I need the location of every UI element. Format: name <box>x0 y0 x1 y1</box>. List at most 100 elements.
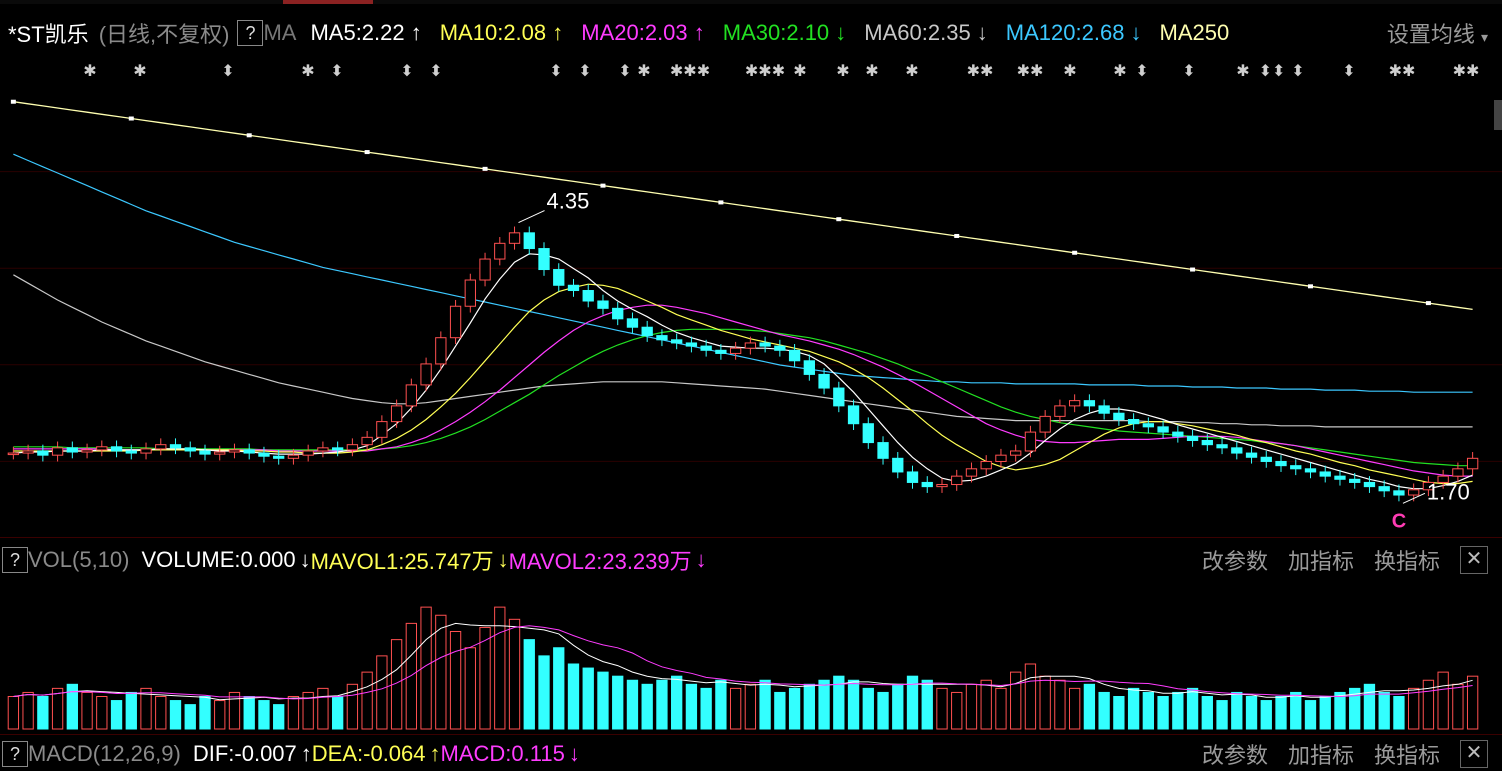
vol-help-button[interactable]: ? <box>2 547 28 573</box>
event-marker-icon[interactable]: ✱ <box>637 63 650 80</box>
candle <box>995 454 1007 462</box>
event-marker-icon[interactable]: ✱ <box>1113 63 1126 80</box>
help-button[interactable]: ? <box>237 20 264 46</box>
macd-add-indicator-button[interactable]: 加指标 <box>1287 743 1354 768</box>
high-pointer <box>518 210 545 223</box>
candle <box>523 232 535 250</box>
ma120-line <box>13 153 1473 393</box>
macd-header: ? MACD(12,26,9) DIF:-0.007 ↑ DEA:-0.064 … <box>0 737 1502 771</box>
set-ma-button[interactable]: 设置均线 ▾ <box>1382 17 1488 49</box>
event-marker-icon[interactable]: ⬍ <box>578 63 591 80</box>
volume-bar <box>1186 687 1199 730</box>
event-marker-icon[interactable]: ⬍ <box>549 63 562 80</box>
event-marker-icon[interactable]: ✱ <box>133 63 146 80</box>
volume-bar <box>1010 671 1022 730</box>
ma-item-3: MA30:2.10 ↓ <box>722 20 847 45</box>
event-marker-icon[interactable]: ✱ <box>301 63 314 80</box>
volume-bar <box>228 691 241 730</box>
event-marker-icon[interactable]: ✱ <box>793 63 806 80</box>
candle <box>1304 468 1317 473</box>
macd-switch-indicator-button[interactable]: 换指标 <box>1373 743 1440 768</box>
switch-indicator-button[interactable]: 换指标 <box>1373 549 1440 574</box>
volume-bar <box>774 691 786 730</box>
event-marker-icon[interactable]: ⬍ <box>1291 63 1304 80</box>
scrollbar-thumb[interactable] <box>1494 100 1502 130</box>
low-pointer <box>1402 492 1426 504</box>
volume-bar <box>671 675 683 730</box>
event-marker-icon[interactable]: ✱✱✱ <box>670 63 710 80</box>
event-marker-icon[interactable]: ⬍ <box>400 63 413 80</box>
candle <box>449 305 462 339</box>
event-marker-icon[interactable]: ✱ <box>865 63 878 80</box>
ma250-marker <box>364 150 370 155</box>
volume-bar <box>1319 696 1331 730</box>
event-marker-icon[interactable]: ✱✱ <box>1017 63 1044 80</box>
volume-arrow: ↓ <box>299 547 311 572</box>
candle <box>1098 405 1110 414</box>
low-marker-icon[interactable]: C <box>1392 510 1406 532</box>
candle <box>243 449 255 454</box>
macd-help-button[interactable]: ? <box>2 741 28 767</box>
event-marker-icon[interactable]: ⬍ <box>1182 63 1195 80</box>
macd-buttons: 改参数 加指标 换指标 ✕ <box>1202 738 1488 770</box>
candle <box>906 471 919 483</box>
volume-bar <box>1422 679 1435 730</box>
event-marker-icon[interactable]: ✱ <box>1236 63 1249 80</box>
volume-bar <box>553 647 565 730</box>
add-indicator-button[interactable]: 加指标 <box>1287 549 1354 574</box>
event-marker-icon[interactable]: ⬍ <box>1342 63 1355 80</box>
volume-bar <box>1068 687 1081 730</box>
candle <box>1127 419 1140 425</box>
candle <box>1245 452 1258 458</box>
volume-bar <box>1172 691 1184 730</box>
ma-item-1: MA10:2.08 ↑ <box>439 20 564 45</box>
event-marker-icon[interactable]: ⬍ <box>429 63 442 80</box>
candle <box>508 232 521 244</box>
candle <box>1275 460 1287 467</box>
event-marker-icon[interactable]: ✱✱ <box>967 63 994 80</box>
volume-bar <box>1290 691 1302 730</box>
volume-value: VOLUME:0.000 <box>141 547 296 572</box>
event-marker-icon[interactable]: ⬍ <box>330 63 343 80</box>
candle <box>1408 489 1420 496</box>
volume-bar <box>538 655 550 730</box>
candle <box>685 342 698 347</box>
candle <box>1054 405 1066 417</box>
macd-label: MACD(12,26,9) <box>28 741 181 766</box>
volume-bar <box>906 675 919 730</box>
event-marker-icon[interactable]: ✱✱ <box>1453 63 1480 80</box>
event-marker-icon[interactable]: ✱✱ <box>1389 63 1416 80</box>
candle <box>479 258 491 281</box>
event-marker-icon[interactable]: ⬍ <box>618 63 631 80</box>
event-marker-icon[interactable]: ✱✱✱ <box>745 63 785 80</box>
volume-bar <box>1334 691 1346 730</box>
candle <box>1349 478 1361 483</box>
volume-bar <box>1378 691 1390 730</box>
candle <box>435 337 447 365</box>
macd-close-icon[interactable]: ✕ <box>1460 740 1488 768</box>
candle <box>110 446 123 452</box>
macd-change-params-button[interactable]: 改参数 <box>1201 743 1268 768</box>
event-marker-icon[interactable]: ⬍⬍ <box>1259 63 1286 80</box>
event-marker-icon[interactable]: ⬍ <box>221 63 234 80</box>
event-marker-icon[interactable]: ✱ <box>905 63 918 80</box>
volume-bar <box>1113 696 1125 730</box>
macd-arrow: ↓ <box>568 741 580 766</box>
volume-bar <box>744 683 757 730</box>
change-params-button[interactable]: 改参数 <box>1201 549 1268 574</box>
mavol2-line <box>13 625 1473 700</box>
candle <box>1216 444 1228 449</box>
event-marker-icon[interactable]: ✱ <box>1063 63 1076 80</box>
vol-label: VOL(5,10) <box>28 547 130 572</box>
volume-bar <box>1142 691 1155 730</box>
volume-header: ? VOL(5,10) VOLUME:0.000 ↓ MAVOL1:25.747… <box>0 543 1502 577</box>
candle <box>1142 423 1155 428</box>
close-icon[interactable]: ✕ <box>1460 546 1488 574</box>
candle <box>37 450 49 456</box>
ma250-marker <box>718 200 724 205</box>
event-marker-icon[interactable]: ⬍ <box>1135 63 1148 80</box>
event-marker-icon[interactable]: ✱ <box>836 63 849 80</box>
candle <box>936 484 948 488</box>
volume-bar <box>96 696 108 730</box>
event-marker-icon[interactable]: ✱ <box>83 63 96 80</box>
